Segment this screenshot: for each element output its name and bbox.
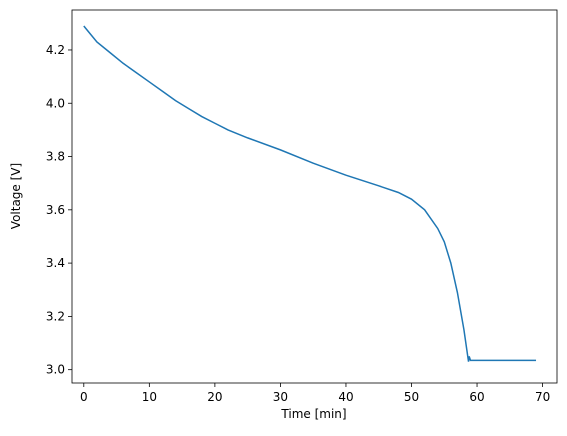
y-tick-label: 3.4	[46, 256, 65, 270]
y-tick-label: 3.8	[46, 150, 65, 164]
plot-frame	[71, 9, 558, 384]
x-tick-label: 70	[535, 390, 550, 404]
y-tick-label: 3.0	[46, 363, 65, 377]
x-tick-label: 50	[404, 390, 419, 404]
y-tick-label: 4.2	[46, 43, 65, 57]
y-tick-label: 4.0	[46, 96, 65, 110]
y-axis-label: Voltage [V]	[9, 163, 23, 229]
x-tick-label: 0	[80, 390, 88, 404]
x-tick-label: 20	[207, 390, 222, 404]
x-tick-label: 30	[273, 390, 288, 404]
x-tick-label: 40	[338, 390, 353, 404]
y-tick-label: 3.2	[46, 309, 65, 323]
y-tick-label: 3.6	[46, 203, 65, 217]
x-axis-label: Time [min]	[280, 407, 346, 421]
line	[83, 25, 537, 362]
x-tick-label: 10	[142, 390, 157, 404]
x-tick-label: 60	[469, 390, 484, 404]
